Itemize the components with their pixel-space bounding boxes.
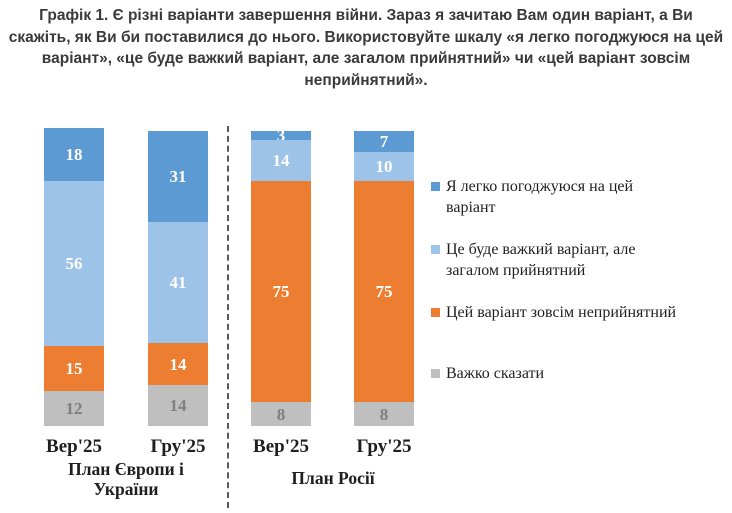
- group-label-russia-plan: План Росії: [291, 468, 375, 488]
- category-label: Гру'25: [150, 436, 206, 457]
- legend-item-hard-to-say: Важко сказати: [431, 363, 711, 384]
- legend-item-easy-agree: Я легко погоджуюся на цей варіант: [431, 176, 711, 218]
- bar-segment-value: 8: [379, 404, 389, 424]
- bar-segment: 14: [148, 384, 208, 426]
- bar-segment: 15: [44, 346, 104, 391]
- chart-title: Графік 1. Є різні варіанти завершення ві…: [0, 5, 732, 91]
- bar-segment-value: 18: [65, 145, 83, 165]
- bar-segment: 18: [44, 128, 104, 182]
- legend-color-swatch: [431, 369, 440, 378]
- bar-segment-value: 7: [379, 131, 389, 151]
- bar-segment-value: 14: [169, 395, 187, 415]
- bar-segment-value: 75: [375, 282, 393, 302]
- bar-segment: 14: [148, 343, 208, 385]
- bar-segment-value: 3: [276, 125, 286, 145]
- bar-segment-value: 31: [169, 167, 187, 187]
- legend-label: Це буде важкий варіант, але загалом прий…: [446, 241, 636, 279]
- bar-segment: 3: [251, 127, 311, 144]
- legend-label: Важко сказати: [446, 365, 545, 382]
- chart-title-line: неприйнятний».: [304, 71, 428, 89]
- bar-russia-plan-sep25: 3 14 75 8: [251, 127, 311, 426]
- bar-segment-value: 14: [169, 354, 187, 374]
- bar-segment: 75: [251, 181, 311, 403]
- bar-segment: 41: [148, 222, 208, 344]
- bar-segment: 75: [354, 181, 414, 403]
- bar-segment: 7: [354, 131, 414, 152]
- bar-segment-value: 8: [276, 404, 286, 424]
- bar-segment: 10: [354, 151, 414, 182]
- bar-segment: 14: [251, 139, 311, 182]
- legend-item-unacceptable: Цей варіант зовсім неприйнятний: [431, 302, 711, 323]
- chart-title-line: варіант», «це буде важкий варіант, але з…: [41, 50, 691, 67]
- legend-color-swatch: [431, 245, 440, 254]
- category-label: Гру'25: [356, 436, 412, 457]
- chart-title-line: скажіть, як Ви би поставилися до нього. …: [8, 28, 724, 46]
- bar-europe-plan-sep25: 18 56 15 12: [44, 128, 104, 426]
- bar-segment-value: 15: [65, 358, 83, 378]
- legend-color-swatch: [431, 182, 440, 191]
- category-label: Вер'25: [253, 436, 309, 457]
- bar-segment-value: 10: [375, 156, 393, 176]
- bar-segment-value: 14: [272, 150, 290, 170]
- group-separator-line: [227, 126, 229, 508]
- bar-europe-plan-dec25: 31 41 14 14: [148, 131, 208, 426]
- legend-item-difficult-acceptable: Це буде важкий варіант, але загалом прий…: [431, 239, 711, 281]
- bar-segment-value: 41: [169, 273, 187, 293]
- legend-color-swatch: [431, 308, 440, 317]
- legend-label: Я легко погоджуюся на цей варіант: [446, 178, 634, 216]
- bar-segment: 56: [44, 181, 104, 347]
- bar-segment: 12: [44, 390, 104, 426]
- category-label: Вер'25: [46, 436, 102, 457]
- bar-segment: 31: [148, 131, 208, 223]
- bar-segment-value: 56: [65, 254, 83, 274]
- chart-title-line: Графік 1. Є різні варіанти завершення ві…: [39, 7, 693, 24]
- bar-segment-value: 75: [272, 282, 290, 302]
- bar-segment: 8: [251, 402, 311, 426]
- bar-russia-plan-dec25: 7 10 75 8: [354, 131, 414, 426]
- bar-segment: 8: [354, 402, 414, 426]
- group-label-europe-plan: План Європи і України: [68, 459, 184, 499]
- bar-segment-value: 12: [65, 398, 83, 418]
- legend-label: Цей варіант зовсім неприйнятний: [446, 304, 677, 321]
